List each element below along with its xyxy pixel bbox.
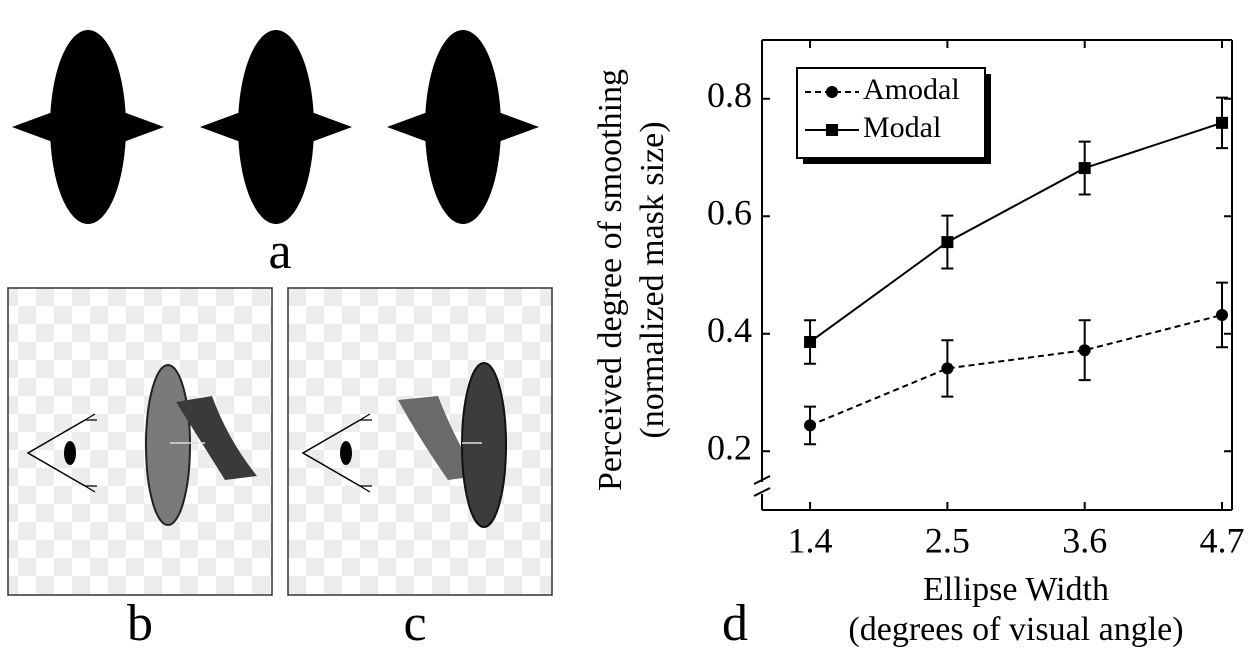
y-axis-label: Perceived degree of smoothing [592,69,629,491]
legend-label: Amodal [863,73,960,106]
legend-marker [826,124,838,136]
marker [1216,308,1229,321]
marker [1216,116,1229,129]
y-tick-label: 0.8 [707,75,752,115]
x-tick-label: 2.5 [925,520,970,560]
marker [1078,344,1091,357]
y-tick-label: 0.2 [707,428,752,468]
panel-b-illustration [7,287,273,596]
y-tick-label: 0.4 [707,310,752,350]
panel-label: b [127,595,153,652]
y-axis-label: (normalized mask size) [634,121,671,438]
marker [941,362,954,375]
axis-break [753,475,771,497]
marker [941,236,954,249]
legend-marker [826,86,838,98]
marker [804,419,817,432]
legend [796,67,986,159]
x-axis-label: (degrees of visual angle) [848,611,1183,648]
series-line [809,313,1223,427]
x-tick-label: 1.4 [788,520,833,560]
x-tick-label: 3.6 [1062,520,1107,560]
panel-label: a [268,223,291,280]
panel-label: d [722,595,748,652]
panel-a-shapes [12,30,539,224]
x-axis-label: Ellipse Width [923,571,1109,608]
panel-c-illustration [287,287,553,596]
y-tick-label: 0.6 [707,193,752,233]
marker [1078,162,1091,175]
panel-label: c [403,595,426,652]
marker [804,335,817,348]
series-line [809,121,1223,343]
x-tick-label: 4.7 [1200,520,1245,560]
legend-label: Modal [863,111,941,144]
